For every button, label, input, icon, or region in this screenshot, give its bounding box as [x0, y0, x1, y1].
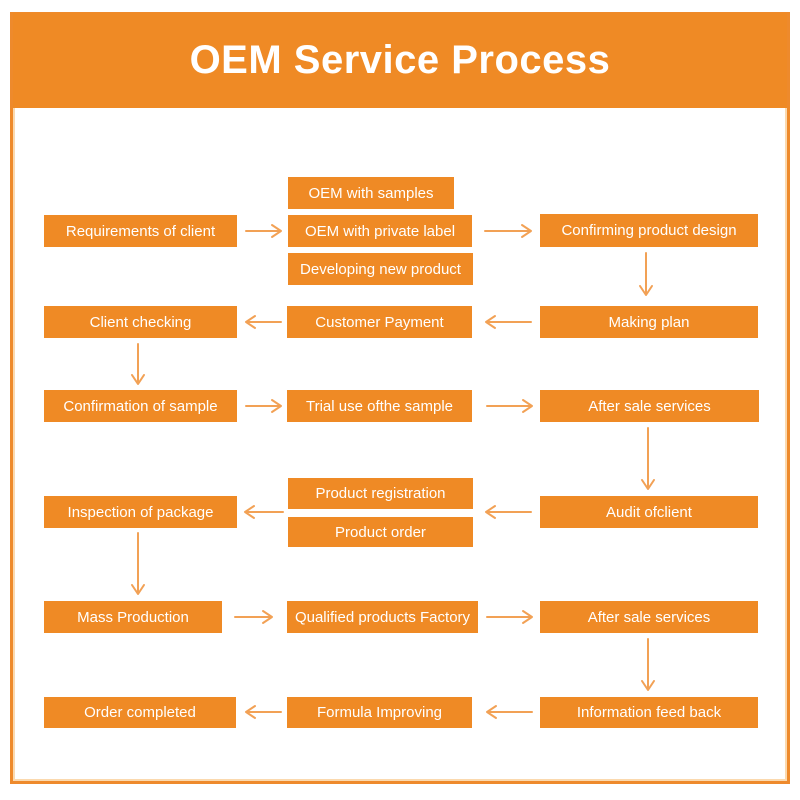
node-information-feed-back: Information feed back: [540, 697, 758, 728]
node-oem-with-private-label: OEM with private label: [288, 215, 472, 247]
node-order-completed: Order completed: [44, 697, 236, 728]
node-trial-use-of-the-sample: Trial use ofthe sample: [287, 390, 472, 422]
node-product-order: Product order: [288, 517, 473, 547]
node-client-checking: Client checking: [44, 306, 237, 338]
node-audit-of-client: Audit ofclient: [540, 496, 758, 528]
node-oem-with-samples: OEM with samples: [288, 177, 454, 209]
node-qualified-products-factory: Qualified products Factory: [287, 601, 478, 633]
node-product-registration: Product registration: [288, 478, 473, 509]
header-banner: OEM Service Process: [13, 13, 787, 108]
node-inspection-of-package: Inspection of package: [44, 496, 237, 528]
node-mass-production: Mass Production: [44, 601, 222, 633]
node-making-plan: Making plan: [540, 306, 758, 338]
node-customer-payment: Customer Payment: [287, 306, 472, 338]
node-formula-improving: Formula Improving: [287, 697, 472, 728]
node-confirmation-of-sample: Confirmation of sample: [44, 390, 237, 422]
node-confirming-product-design: Confirming product design: [540, 214, 758, 247]
node-requirements-of-client: Requirements of client: [44, 215, 237, 247]
node-developing-new-product: Developing new product: [288, 253, 473, 285]
page-title: OEM Service Process: [189, 38, 611, 82]
node-after-sale-services-2: After sale services: [540, 601, 758, 633]
node-after-sale-services-1: After sale services: [540, 390, 759, 422]
